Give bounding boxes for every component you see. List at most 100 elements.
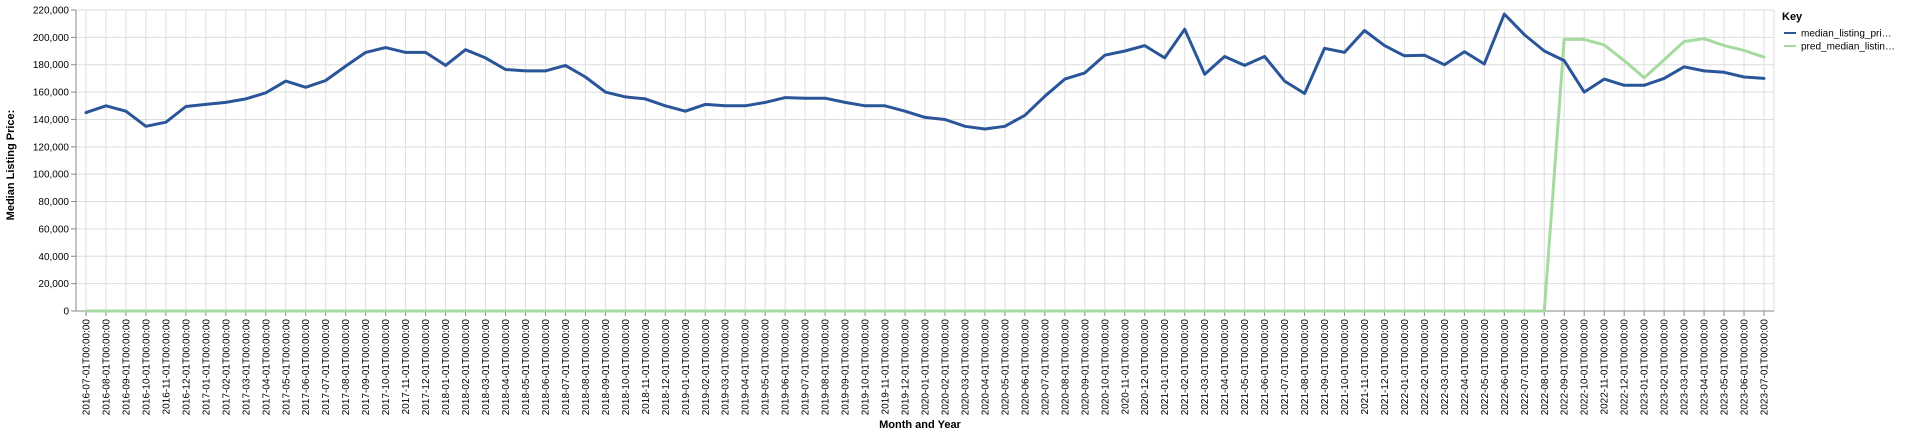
x-tick-label: 2019-01-01T00:00:00 (681, 319, 692, 416)
x-tick-label: 2017-12-01T00:00:00 (421, 319, 432, 416)
x-tick-label: 2021-04-01T00:00:00 (1220, 319, 1231, 416)
x-tick-label: 2022-07-01T00:00:00 (1520, 319, 1531, 416)
x-tick-label: 2020-04-01T00:00:00 (980, 319, 991, 416)
x-tick-label: 2017-05-01T00:00:00 (281, 319, 292, 416)
x-tick-label: 2017-02-01T00:00:00 (221, 319, 232, 416)
y-tick-label: 20,000 (38, 279, 69, 290)
x-tick-label: 2023-06-01T00:00:00 (1740, 319, 1751, 416)
x-axis: 2016-07-01T00:00:00 2016-08-01T00:00:00 20… (76, 310, 1774, 416)
x-tick-label: 2018-03-01T00:00:00 (481, 319, 492, 416)
x-tick-label: 2017-01-01T00:00:00 (201, 319, 212, 416)
x-tick-label: 2021-05-01T00:00:00 (1240, 319, 1251, 416)
legend-title: Key (1782, 11, 1803, 23)
x-tick-label: 2020-02-01T00:00:00 (940, 319, 951, 416)
y-axis: 0 20,000 40,000 60,000 80,000 100,000 120,000 1… (33, 6, 77, 318)
x-tick-label: 2020-07-01T00:00:00 (1040, 319, 1051, 416)
x-tick-label: 2021-10-01T00:00:00 (1340, 319, 1351, 416)
x-tick-label: 2021-12-01T00:00:00 (1380, 319, 1391, 416)
x-tick-label: 2020-09-01T00:00:00 (1080, 319, 1091, 416)
x-tick-label: 2016-07-01T00:00:00 (81, 319, 92, 416)
x-tick-label: 2021-07-01T00:00:00 (1280, 319, 1291, 416)
x-tick-label: 2021-11-01T00:00:00 (1360, 319, 1371, 415)
x-tick-label: 2018-07-01T00:00:00 (561, 319, 572, 416)
x-tick-label: 2019-05-01T00:00:00 (761, 319, 772, 416)
x-tick-label: 2017-09-01T00:00:00 (361, 319, 372, 416)
series-line-0 (84, 12, 1766, 131)
x-tick-label: 2020-12-01T00:00:00 (1140, 319, 1151, 416)
x-tick-label: 2017-10-01T00:00:00 (381, 319, 392, 416)
x-tick-label: 2022-03-01T00:00:00 (1440, 319, 1451, 416)
x-tick-label: 2017-07-01T00:00:00 (321, 319, 332, 416)
x-tick-label: 2019-03-01T00:00:00 (721, 319, 732, 416)
x-tick-label: 2021-02-01T00:00:00 (1180, 319, 1191, 416)
x-tick-label: 2022-10-01T00:00:00 (1580, 319, 1591, 416)
x-tick-label: 2023-05-01T00:00:00 (1720, 319, 1731, 416)
x-tick-label: 2019-07-01T00:00:00 (801, 319, 812, 416)
y-tick-label: 40,000 (38, 252, 69, 263)
x-tick-label: 2018-01-01T00:00:00 (441, 319, 452, 416)
x-tick-label: 2019-08-01T00:00:00 (821, 319, 832, 416)
x-tick-label: 2019-09-01T00:00:00 (841, 319, 852, 416)
x-tick-label: 2016-11-01T00:00:00 (161, 319, 172, 415)
x-tick-label: 2016-08-01T00:00:00 (101, 319, 112, 416)
y-tick-label: 180,000 (33, 60, 70, 71)
x-tick-label: 2016-09-01T00:00:00 (121, 319, 132, 416)
x-tick-label: 2022-05-01T00:00:00 (1480, 319, 1491, 416)
x-tick-label: 2022-12-01T00:00:00 (1620, 319, 1631, 416)
x-tick-label: 2019-02-01T00:00:00 (701, 319, 712, 416)
legend: Key median_listing_pri… pred_median_listi… (1782, 11, 1895, 53)
x-tick-label: 2023-04-01T00:00:00 (1700, 319, 1711, 416)
x-tick-label: 2016-12-01T00:00:00 (181, 319, 192, 416)
legend-label: median_listing_pri… (1801, 29, 1892, 40)
x-tick-label: 2021-01-01T00:00:00 (1160, 319, 1171, 416)
y-tick-label: 0 (63, 307, 69, 318)
y-tick-label: 100,000 (33, 170, 70, 181)
x-tick-label: 2020-11-01T00:00:00 (1120, 319, 1131, 415)
x-tick-label: 2019-04-01T00:00:00 (741, 319, 752, 416)
x-tick-label: 2022-08-01T00:00:00 (1540, 319, 1551, 416)
x-tick-label: 2019-12-01T00:00:00 (901, 319, 912, 416)
x-tick-label: 2022-06-01T00:00:00 (1500, 319, 1511, 416)
x-tick-label: 2020-06-01T00:00:00 (1020, 319, 1031, 416)
x-tick-label: 2021-08-01T00:00:00 (1300, 319, 1311, 416)
y-tick-label: 160,000 (33, 88, 70, 99)
x-tick-label: 2017-11-01T00:00:00 (401, 319, 412, 415)
x-tick-label: 2021-03-01T00:00:00 (1200, 319, 1211, 416)
x-tick-label: 2018-12-01T00:00:00 (661, 319, 672, 416)
x-tick-label: 2020-03-01T00:00:00 (960, 319, 971, 416)
x-tick-label: 2018-02-01T00:00:00 (461, 319, 472, 416)
x-tick-label: 2022-01-01T00:00:00 (1400, 319, 1411, 416)
x-tick-label: 2018-08-01T00:00:00 (581, 319, 592, 416)
y-axis-title: Median Listing Price: (5, 110, 17, 221)
y-tick-label: 200,000 (33, 33, 70, 44)
x-tick-label: 2018-04-01T00:00:00 (501, 319, 512, 416)
y-tick-label: 80,000 (38, 197, 69, 208)
series-line-1 (84, 37, 1766, 313)
x-tick-label: 2020-08-01T00:00:00 (1060, 319, 1071, 416)
x-tick-label: 2016-10-01T00:00:00 (141, 319, 152, 416)
x-tick-label: 2022-02-01T00:00:00 (1420, 319, 1431, 416)
x-axis-title: Month and Year (879, 419, 961, 431)
x-tick-label: 2017-03-01T00:00:00 (241, 319, 252, 416)
x-tick-label: 2020-01-01T00:00:00 (921, 319, 932, 416)
x-tick-label: 2018-10-01T00:00:00 (621, 319, 632, 416)
x-tick-label: 2019-10-01T00:00:00 (861, 319, 872, 416)
x-tick-label: 2020-05-01T00:00:00 (1000, 319, 1011, 416)
x-tick-label: 2018-09-01T00:00:00 (601, 319, 612, 416)
x-tick-label: 2023-01-01T00:00:00 (1640, 319, 1651, 416)
x-tick-label: 2022-04-01T00:00:00 (1460, 319, 1471, 416)
gridlines (75, 9, 1775, 312)
x-tick-label: 2023-07-01T00:00:00 (1760, 319, 1771, 416)
x-tick-label: 2018-06-01T00:00:00 (541, 319, 552, 416)
x-tick-label: 2021-09-01T00:00:00 (1320, 319, 1331, 416)
x-tick-label: 2019-06-01T00:00:00 (781, 319, 792, 416)
x-tick-label: 2020-10-01T00:00:00 (1100, 319, 1111, 416)
x-tick-label: 2021-06-01T00:00:00 (1260, 319, 1271, 416)
x-tick-label: 2017-06-01T00:00:00 (301, 319, 312, 416)
legend-label: pred_median_listin… (1801, 42, 1895, 53)
y-tick-label: 140,000 (33, 115, 70, 126)
x-tick-label: 2017-04-01T00:00:00 (261, 319, 272, 416)
x-tick-label: 2022-09-01T00:00:00 (1560, 319, 1571, 416)
x-tick-label: 2019-11-01T00:00:00 (881, 319, 892, 415)
